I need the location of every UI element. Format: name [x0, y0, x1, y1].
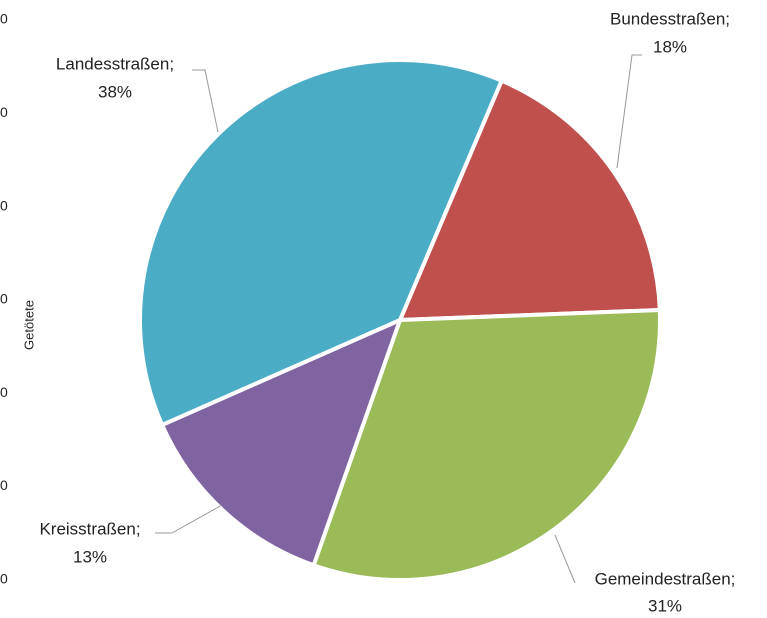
slice-label: Gemeindestraßen; [595, 569, 736, 588]
pie-slice [160, 318, 402, 568]
slice-value-label: 31% [648, 596, 682, 615]
y-axis-label: Getötete [21, 300, 36, 350]
axis-fragment: 0 [0, 104, 8, 120]
slice-value-label: 18% [653, 37, 687, 56]
slice-label: Landesstraßen; [56, 54, 174, 73]
axis-fragment: 0 [0, 11, 8, 27]
leader-line [155, 504, 223, 534]
axis-fragment: 0 [0, 571, 8, 587]
slice-value-label: 38% [98, 82, 132, 101]
axis-fragment: 0 [0, 197, 8, 213]
pie-slice [398, 78, 662, 322]
pie-slice [311, 308, 662, 582]
axis-fragment: 0 [0, 477, 8, 493]
slice-label: Bundesstraßen; [610, 9, 730, 28]
slice-label: Kreisstraßen; [39, 519, 140, 538]
axis-fragment: 0 [0, 384, 8, 400]
axis-fragment: 0 [0, 291, 8, 307]
leader-line [192, 69, 219, 133]
slice-value-label: 13% [73, 547, 107, 566]
leader-line [554, 534, 576, 584]
leader-line [616, 54, 642, 169]
pie-slice [138, 58, 504, 427]
